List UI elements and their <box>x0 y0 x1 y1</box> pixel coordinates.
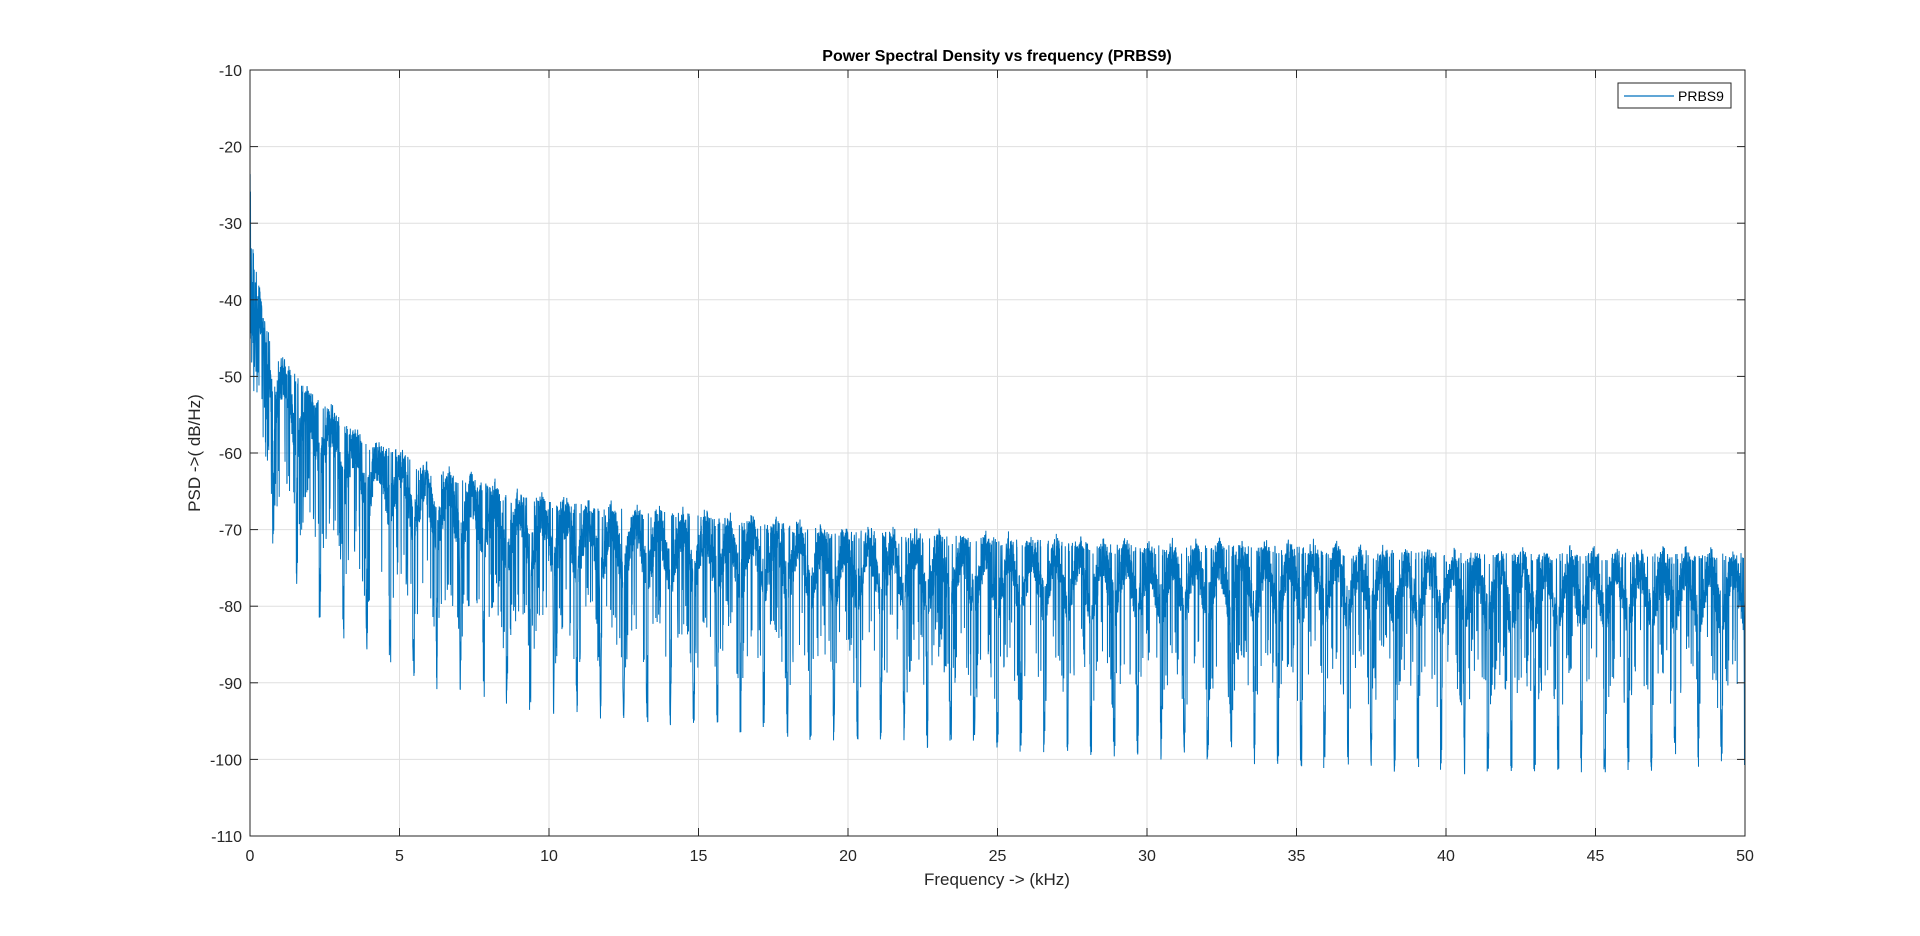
x-tick-label: 15 <box>690 848 708 865</box>
axis-ticks <box>249 69 1746 837</box>
x-tick-labels: 0 5 10 15 20 25 30 35 40 45 50 <box>246 848 1754 865</box>
x-tick-label: 10 <box>540 848 558 865</box>
x-tick-label: 25 <box>989 848 1007 865</box>
series-line-prbs9 <box>250 174 1745 775</box>
x-tick-label: 5 <box>395 848 404 865</box>
y-tick-label: -30 <box>219 216 242 233</box>
x-tick-label: 30 <box>1138 848 1156 865</box>
y-tick-label: -70 <box>219 523 242 540</box>
x-tick-label: 20 <box>839 848 857 865</box>
y-tick-label: -20 <box>219 140 242 157</box>
x-axis-title: Frequency -> (kHz) <box>924 870 1070 889</box>
legend: PRBS9 <box>1617 82 1732 109</box>
x-tick-label: 0 <box>246 848 255 865</box>
x-tick-label: 40 <box>1437 848 1455 865</box>
chart-title: Power Spectral Density vs frequency (PRB… <box>822 48 1171 65</box>
y-tick-label: -10 <box>219 63 242 80</box>
y-tick-label: -100 <box>210 752 242 769</box>
y-axis-title: PSD ->( dB/Hz) <box>185 394 204 512</box>
y-tick-label: -110 <box>211 829 242 846</box>
y-tick-label: -40 <box>219 293 242 310</box>
x-tick-label: 35 <box>1288 848 1306 865</box>
y-tick-label: -90 <box>219 676 242 693</box>
legend-label-prbs9: PRBS9 <box>1678 88 1724 104</box>
y-tick-labels: -10 -20 -30 -40 -50 -60 -70 -80 -90 -100 -110 <box>210 63 242 846</box>
x-tick-label: 45 <box>1587 848 1605 865</box>
y-tick-label: -50 <box>219 369 242 386</box>
y-tick-label: -80 <box>219 599 242 616</box>
y-tick-label: -60 <box>219 446 242 463</box>
x-tick-label: 50 <box>1736 848 1754 865</box>
